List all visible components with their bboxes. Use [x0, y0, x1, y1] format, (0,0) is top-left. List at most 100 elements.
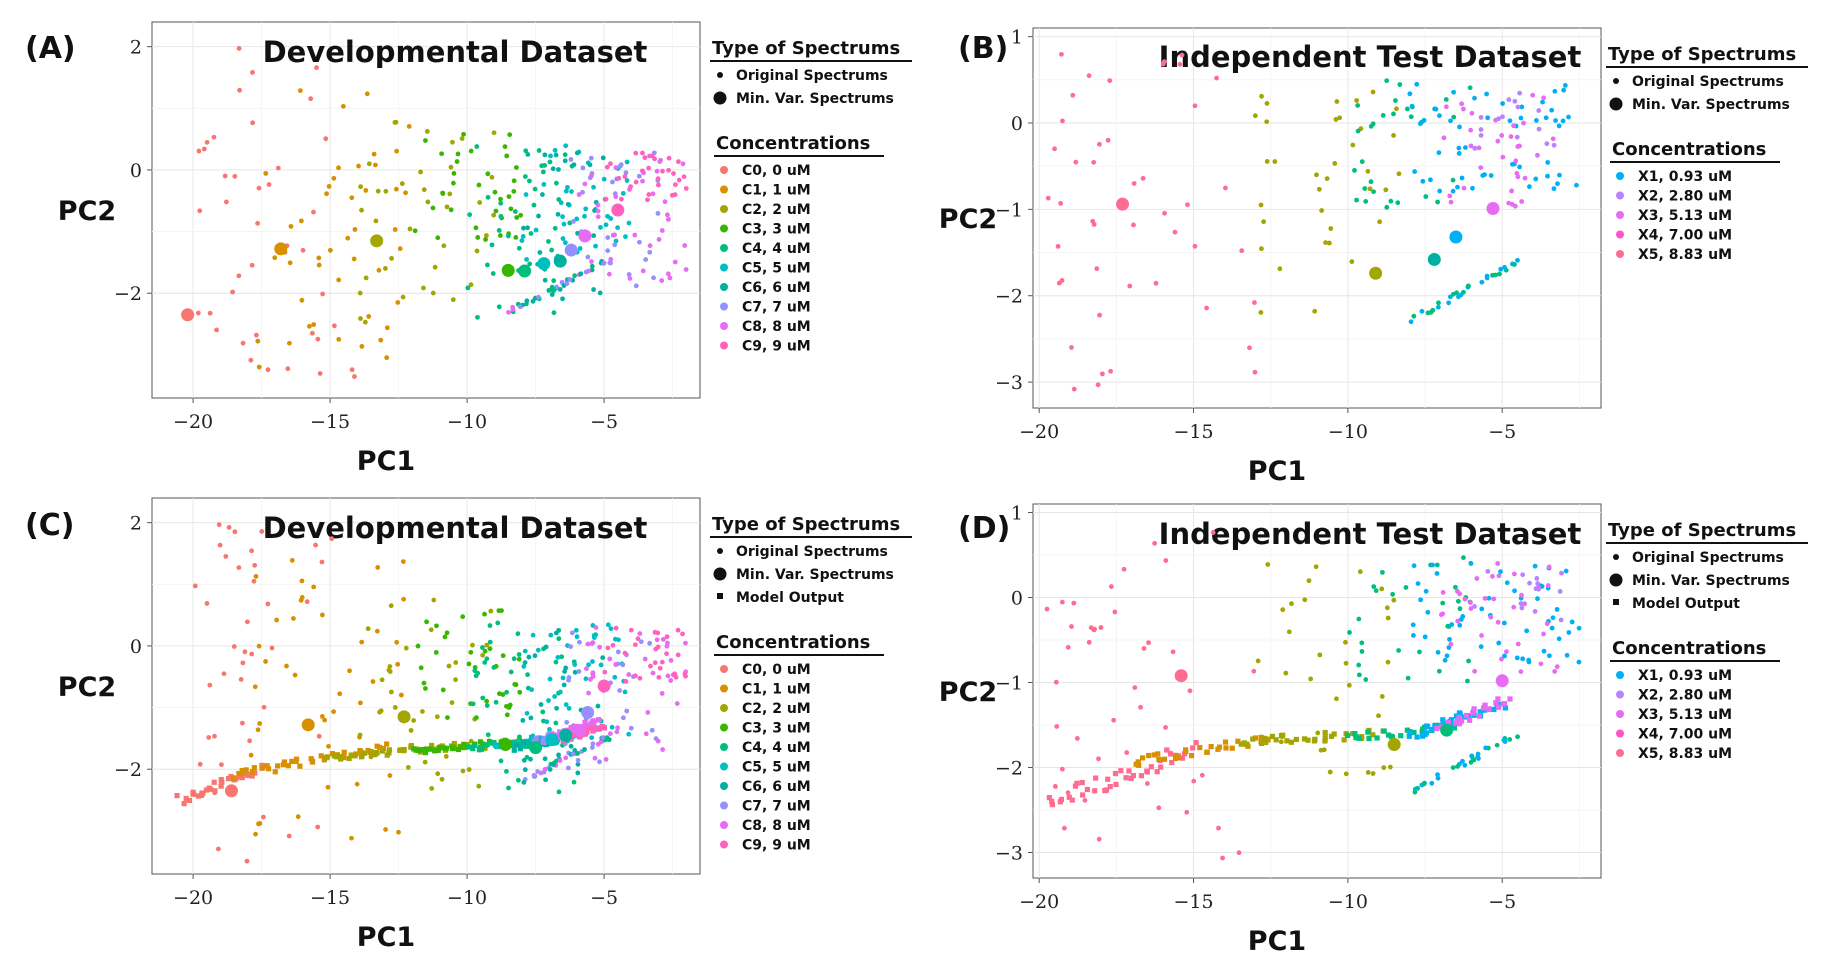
model-output-point: [318, 753, 324, 759]
data-point: [428, 627, 434, 633]
panel-letter: (C): [25, 508, 74, 543]
data-point: [291, 616, 296, 621]
data-point: [546, 698, 551, 703]
data-point: [591, 635, 597, 640]
legend-swatch: [720, 244, 728, 252]
model-output-point: [1193, 740, 1199, 746]
data-point: [1086, 639, 1092, 645]
model-output-point: [1458, 718, 1465, 724]
data-point: [569, 189, 574, 194]
data-point: [1436, 668, 1442, 674]
data-point: [266, 182, 272, 187]
data-point: [595, 703, 601, 709]
data-point: [1520, 572, 1526, 578]
data-point: [249, 262, 255, 268]
data-point: [1132, 685, 1138, 691]
min-var-point: [611, 203, 625, 217]
data-point: [1306, 578, 1312, 584]
data-point: [586, 662, 591, 668]
data-point: [1278, 739, 1284, 745]
data-point: [1411, 563, 1417, 569]
data-point: [531, 202, 537, 208]
data-point: [1407, 91, 1413, 97]
data-point: [1519, 104, 1525, 110]
data-point: [650, 191, 656, 197]
data-point: [383, 266, 388, 271]
data-point: [1210, 530, 1216, 535]
data-point: [530, 632, 536, 638]
data-point: [275, 165, 281, 171]
data-point: [1163, 725, 1168, 730]
data-point: [1105, 137, 1111, 143]
data-point: [470, 701, 476, 707]
data-point: [1519, 592, 1524, 598]
data-point: [666, 155, 672, 161]
data-point: [1478, 132, 1484, 138]
data-point: [1124, 750, 1130, 755]
model-output-point: [341, 754, 347, 761]
model-output-point: [1235, 738, 1241, 744]
model-output-point: [591, 720, 597, 726]
data-point: [1518, 115, 1524, 121]
gridlines: [1033, 28, 1601, 408]
y-tick-label: −2: [114, 759, 142, 781]
data-point: [453, 677, 458, 683]
model-output-point: [1352, 731, 1358, 737]
data-point: [1127, 283, 1133, 289]
data-point: [443, 753, 449, 759]
data-point: [1356, 616, 1362, 622]
data-point: [1334, 99, 1340, 104]
model-output-point: [198, 792, 205, 798]
data-point: [613, 662, 619, 667]
data-point: [1082, 797, 1088, 803]
data-point: [383, 827, 389, 832]
data-point: [405, 765, 411, 770]
data-point: [1498, 266, 1504, 272]
data-point: [1491, 596, 1497, 602]
data-point: [623, 170, 629, 176]
data-point: [1059, 766, 1065, 772]
data-point: [659, 228, 665, 233]
data-point: [236, 46, 242, 51]
data-point: [628, 725, 634, 731]
data-point: [475, 235, 481, 240]
legend-conc-title: Concentrations: [716, 133, 870, 154]
data-point: [392, 705, 398, 710]
data-point: [435, 771, 441, 777]
data-point: [316, 733, 322, 739]
model-output-point: [451, 740, 457, 747]
legend-minvar-marker: [713, 91, 727, 105]
data-point: [659, 691, 665, 696]
data-point: [204, 139, 210, 145]
data-point: [299, 578, 305, 584]
legend-conc-label: X1, 0.93 uM: [1638, 668, 1732, 684]
data-point: [450, 139, 455, 145]
data-point: [1059, 51, 1064, 57]
data-point: [484, 703, 490, 708]
data-point: [637, 631, 643, 636]
legend-conc-label: X3, 5.13 uM: [1638, 707, 1732, 723]
data-point: [643, 731, 649, 737]
data-point: [285, 366, 291, 372]
data-point: [1479, 606, 1485, 612]
data-point: [1515, 104, 1521, 110]
model-output-point: [528, 734, 535, 740]
data-point: [1417, 121, 1423, 127]
model-output-point: [218, 783, 224, 789]
data-point: [206, 735, 212, 740]
data-point: [269, 645, 275, 651]
data-point: [1514, 134, 1520, 140]
min-var-point: [545, 733, 559, 747]
data-point: [1391, 597, 1397, 603]
legend-type-title: Type of Spectrums: [1608, 44, 1796, 65]
legend-swatch: [1616, 710, 1624, 718]
data-point: [1236, 850, 1242, 856]
model-output-point: [1374, 735, 1380, 741]
data-point: [1214, 75, 1219, 81]
data-point: [489, 242, 495, 248]
data-point: [418, 169, 423, 175]
data-point: [1074, 736, 1080, 741]
model-output-point: [358, 754, 365, 760]
data-point: [665, 271, 671, 277]
data-point: [1551, 186, 1557, 192]
